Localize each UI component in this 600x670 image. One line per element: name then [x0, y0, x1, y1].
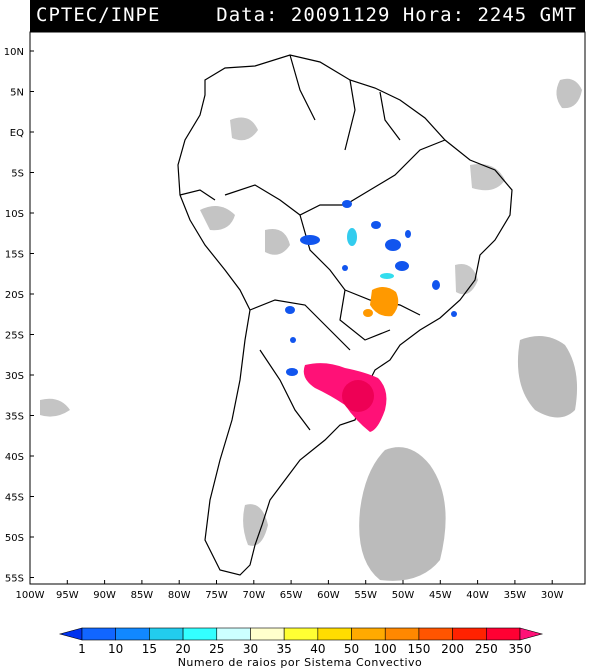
lat-tick-label: 5S: [11, 169, 24, 180]
colorbar-legend: 1 10 15 20 25 30 35 40 50 100 150 200 250 350 Numero …: [0, 620, 600, 670]
lat-tick-label: EQ: [10, 128, 24, 139]
colorbar-tick-label: 30: [242, 642, 259, 656]
lightning-cell: [342, 265, 348, 271]
colorbar-swatch: [182, 627, 218, 641]
colorbar-swatch: [58, 627, 83, 641]
colorbar-swatch: [115, 627, 150, 641]
colorbar-tick-label: 1: [78, 642, 86, 656]
colorbar-tick-label: 10: [108, 642, 124, 656]
lon-tick-label: 60W: [317, 590, 340, 601]
date-time-label: Data: 20091129 Hora: 2245 GMT: [216, 4, 577, 26]
colorbar-caption: Numero de raios por Sistema Convectivo: [177, 656, 423, 669]
latitude-labels: 10N 5N EQ 5S 10S 15S 20S 25S 30S 35S 40S 45S 50S 55S: [4, 47, 34, 585]
colorbar-tick-label: 350: [508, 642, 532, 656]
lat-tick-label: 25S: [5, 331, 24, 342]
lat-tick-label: 30S: [5, 371, 24, 382]
cloud-area: [243, 504, 268, 546]
south-america-outline: [177, 54, 513, 576]
colorbar-swatch: [351, 627, 386, 641]
lon-tick-label: 95W: [56, 590, 79, 601]
source-label: CPTEC/INPE: [36, 4, 161, 26]
lon-tick-label: 55W: [354, 590, 377, 601]
cloud-area: [200, 206, 235, 231]
lightning-cell: [290, 337, 296, 343]
lon-tick-label: 40W: [466, 590, 489, 601]
lightning-cell: [432, 280, 440, 290]
colorbar-swatch: [418, 627, 453, 641]
colorbar: [58, 627, 544, 641]
colorbar-tick-label: 35: [276, 642, 292, 656]
colorbar-swatch: [283, 627, 319, 641]
lightning-cell: [286, 368, 298, 376]
colorbar-tick-label: 15: [141, 642, 158, 656]
lightning-cell: [370, 286, 399, 317]
cloud-area: [359, 447, 446, 581]
colorbar-tick-label: 40: [310, 642, 326, 656]
lightning-cell: [347, 228, 357, 246]
colorbar-tick-label: 50: [343, 642, 360, 656]
lon-tick-label: 90W: [93, 590, 116, 601]
cloud-area: [230, 117, 258, 141]
lon-tick-label: 75W: [205, 590, 228, 601]
colorbar-tick-label: 150: [407, 642, 431, 656]
colorbar-tick-label: 100: [373, 642, 397, 656]
lightning-cell: [380, 273, 394, 279]
cloud-area: [265, 229, 290, 255]
lon-tick-label: 100W: [16, 590, 45, 601]
lightning-cell: [285, 306, 295, 314]
colorbar-swatch: [149, 627, 184, 641]
colorbar-tick-label: 200: [441, 642, 465, 656]
lon-tick-label: 35W: [504, 590, 527, 601]
cloud-area: [556, 78, 582, 109]
lightning-cell: [363, 309, 373, 317]
lightning-cell: [342, 380, 374, 412]
lat-tick-label: 5N: [10, 88, 24, 99]
lon-tick-label: 70W: [242, 590, 265, 601]
lon-tick-label: 80W: [168, 590, 191, 601]
map-header: CPTEC/INPE Data: 20091129 Hora: 2245 GMT: [30, 0, 585, 32]
colorbar-swatch: [250, 627, 285, 641]
lon-tick-label: 65W: [280, 590, 303, 601]
colorbar-swatch: [317, 627, 352, 641]
lat-tick-label: 45S: [5, 493, 24, 504]
cloud-cover-layer: [40, 78, 582, 581]
lightning-map: 10N5NEQ5S10S15S20S25S30S35S40S45S50S55S …: [4, 31, 586, 601]
lat-tick-label: 10S: [5, 209, 24, 220]
lightning-cell: [395, 261, 409, 271]
colorbar-swatch: [384, 627, 420, 641]
lat-tick-label: 15S: [5, 250, 24, 261]
colorbar-swatch: [486, 627, 521, 641]
lat-tick-label: 35S: [5, 412, 24, 423]
longitude-labels: 100W 95W 90W 85W 80W 75W 70W 65W 60W 55W 50W 45W 40W…: [16, 580, 564, 601]
lightning-cell: [405, 230, 411, 238]
lon-tick-label: 85W: [131, 590, 154, 601]
lat-tick-label: 55S: [5, 574, 24, 585]
lightning-cell: [385, 239, 401, 251]
lat-tick-label: 20S: [5, 290, 24, 301]
colorbar-tick-label: 20: [175, 642, 191, 656]
colorbar-tick-label: 25: [209, 642, 225, 656]
lon-tick-label: 30W: [541, 590, 564, 601]
colorbar-tick-label: 250: [474, 642, 498, 656]
cloud-area: [517, 336, 578, 418]
lightning-cell: [300, 235, 320, 245]
lat-tick-label: 50S: [5, 533, 24, 544]
lon-tick-label: 45W: [429, 590, 452, 601]
lat-tick-label: 40S: [5, 452, 24, 463]
colorbar-swatch: [519, 627, 544, 641]
lightning-cell: [342, 200, 352, 208]
lat-tick-label: 10N: [4, 47, 24, 58]
cloud-area: [455, 264, 478, 295]
colorbar-swatch: [81, 627, 116, 641]
lightning-cell: [451, 311, 457, 317]
convective-systems-layer: [285, 200, 457, 432]
lightning-cell: [371, 221, 381, 229]
colorbar-swatch: [216, 627, 251, 641]
cloud-area: [40, 398, 70, 417]
lon-tick-label: 50W: [392, 590, 415, 601]
colorbar-swatch: [452, 627, 487, 641]
